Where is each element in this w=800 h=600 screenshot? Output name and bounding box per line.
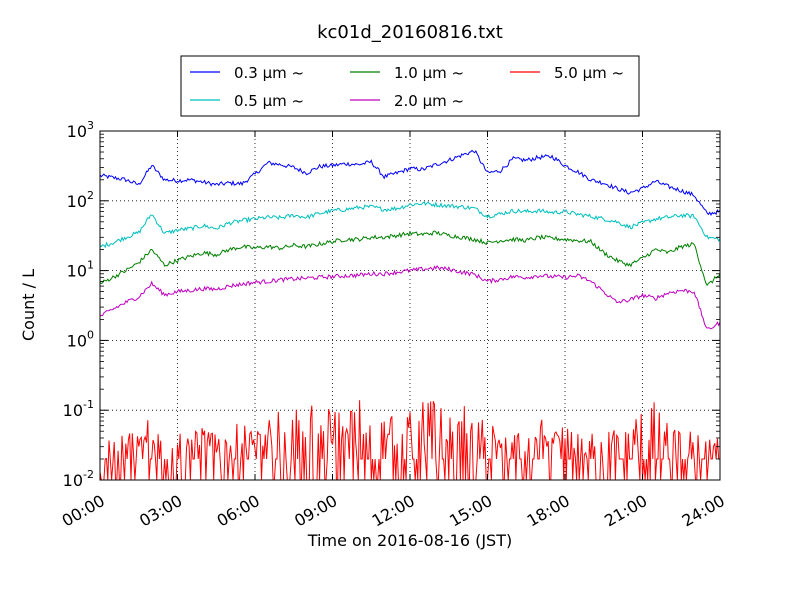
series-line-5 — [99, 400, 720, 481]
x-axis-label: Time on 2016-08-16 (JST) — [307, 531, 512, 550]
axis-ticks — [99, 130, 721, 481]
y-tick-label: 10-1 — [63, 398, 94, 420]
y-tick-exponent: 3 — [87, 119, 94, 132]
legend-label: 1.0 μm ~ — [394, 64, 464, 82]
y-tick-label: 10-2 — [63, 468, 94, 490]
chart-title: kc01d_20160816.txt — [317, 22, 503, 43]
y-tick-base: 10 — [67, 331, 87, 350]
series-line-2 — [99, 201, 721, 249]
y-tick-label: 101 — [67, 259, 94, 281]
series-layer — [99, 149, 721, 481]
y-tick-label: 103 — [67, 119, 94, 141]
y-tick-label: 100 — [67, 328, 94, 350]
legend-label: 0.5 μm ~ — [234, 92, 304, 110]
y-tick-base: 10 — [63, 471, 83, 490]
legend: 0.3 μm ~ 1.0 μm ~ 5.0 μm ~ 0.5 μm ~ 2.0 μm ~ — [180, 55, 640, 117]
legend-label: 0.3 μm ~ — [234, 64, 304, 82]
y-tick-base: 10 — [67, 192, 87, 211]
y-axis-label: Count / L — [19, 269, 38, 341]
series-line-4 — [99, 264, 721, 330]
series-line-1 — [99, 149, 721, 216]
y-tick-exponent: 0 — [87, 328, 94, 341]
y-tick-exponent: -2 — [83, 468, 94, 481]
y-tick-base: 10 — [67, 262, 87, 281]
y-tick-exponent: 1 — [87, 259, 94, 272]
y-tick-base: 10 — [63, 401, 83, 420]
series-line-3 — [99, 230, 721, 287]
y-tick-exponent: 2 — [87, 189, 94, 202]
legend-label: 5.0 μm ~ — [554, 64, 624, 82]
y-tick-label: 102 — [67, 189, 94, 211]
y-tick-exponent: -1 — [83, 398, 94, 411]
y-tick-base: 10 — [67, 122, 87, 141]
legend-label: 2.0 μm ~ — [394, 92, 464, 110]
legend-box — [180, 55, 640, 117]
